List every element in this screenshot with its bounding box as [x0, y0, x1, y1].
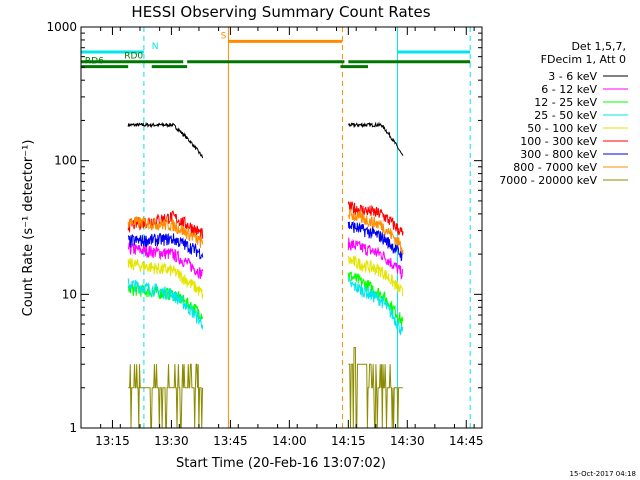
legend-label-4: 50 - 100 keV — [527, 122, 597, 135]
series-line-1-1 — [347, 237, 404, 280]
y-tick-label-1: 10 — [62, 287, 77, 301]
series-line-4-0 — [127, 257, 204, 299]
series-line-0-1 — [347, 121, 404, 156]
plot-inner — [81, 27, 471, 428]
x-tick-label-3: 14:00 — [272, 434, 307, 448]
series-line-4-1 — [347, 255, 404, 297]
legend-label-1: 6 - 12 keV — [541, 83, 597, 96]
legend-label-7: 800 - 7000 keV — [513, 161, 597, 174]
legend-label-0: 3 - 6 keV — [548, 70, 597, 83]
y-tick-label-2: 100 — [54, 154, 77, 168]
legend-label-3: 25 - 50 keV — [534, 109, 597, 122]
legend-header-1: FDecim 1, Att 0 — [541, 53, 626, 66]
legend-header-0: Det 1,5,7, — [571, 40, 626, 53]
legend-label-6: 300 - 800 keV — [520, 148, 597, 161]
y-axis-label: Count Rate (s⁻¹ detector⁻¹) — [21, 140, 36, 317]
series-line-5-0 — [127, 210, 204, 240]
flag-label-RD6: RD6 — [85, 57, 104, 67]
series-line-6-1 — [347, 220, 404, 262]
series-line-6-0 — [127, 232, 204, 260]
flag-label-S: S — [221, 31, 227, 41]
series-line-1-0 — [127, 242, 204, 279]
flag-label-RD0: RD0 — [124, 52, 143, 62]
series-line-7-1 — [347, 208, 404, 256]
series-line-0-0 — [127, 121, 204, 159]
legend-label-8: 7000 - 20000 keV — [499, 174, 597, 187]
x-axis: 13:15 13:30 13:45 14:00 14:15 14:30 14:45 — [80, 27, 484, 448]
series-line-7-0 — [127, 216, 204, 248]
y-tick-label-3: 1000 — [46, 20, 77, 34]
y-tick-label-0: 1 — [69, 421, 77, 435]
x-tick-label-6: 14:45 — [449, 434, 484, 448]
x-tick-label-1: 13:30 — [154, 434, 189, 448]
chart-title: HESSI Observing Summary Count Rates — [131, 3, 430, 21]
flag-label-N: N — [152, 42, 159, 52]
x-tick-label-0: 13:15 — [95, 434, 130, 448]
plot-frame — [80, 26, 483, 429]
x-tick-label-4: 14:15 — [331, 434, 366, 448]
series-line-3-1 — [347, 278, 404, 336]
series-line-8-0 — [128, 363, 203, 428]
legend-label-5: 100 - 300 keV — [520, 135, 597, 148]
legend-label-2: 12 - 25 keV — [534, 96, 597, 109]
series-line-8-1 — [348, 347, 403, 428]
footer-timestamp: 15-Oct-2017 04:18 — [570, 470, 636, 478]
plot-area: N S RD0 RD6 — [81, 27, 471, 428]
x-axis-label: Start Time (20-Feb-16 13:07:02) — [176, 456, 386, 471]
x-tick-label-5: 14:30 — [390, 434, 425, 448]
y-axis: 1 10 100 1000 — [46, 20, 482, 435]
series-line-3-0 — [127, 278, 204, 330]
x-tick-label-2: 13:45 — [213, 434, 248, 448]
